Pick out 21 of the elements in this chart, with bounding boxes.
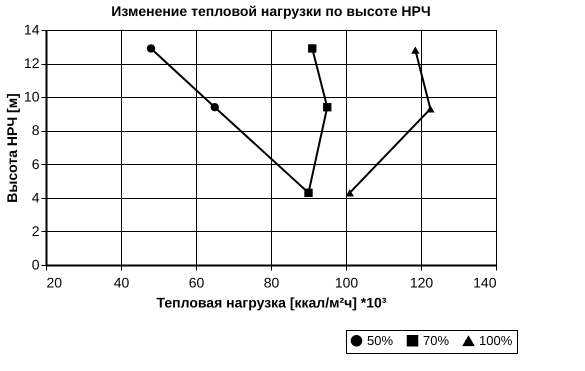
x-tick-label: 140 [473, 274, 497, 290]
chart-title: Изменение тепловой нагрузки по высоте НРЧ [111, 3, 431, 19]
y-tick-label: 8 [32, 122, 40, 138]
x-axis-title: Тепловая нагрузка [ккал/м²ч] *10³ [156, 294, 387, 310]
y-axis-title: Высота НРЧ [м] [4, 93, 20, 203]
y-tick-label: 12 [24, 55, 40, 72]
legend-label: 70% [423, 332, 450, 348]
x-tick-label: 100 [334, 274, 358, 290]
y-tick-label: 2 [32, 222, 40, 239]
y-tick-label: 4 [32, 189, 40, 206]
x-tick-label: 20 [46, 274, 62, 290]
x-tick-label: 80 [264, 274, 280, 290]
y-tick-label: 10 [24, 88, 40, 105]
legend-label: 50% [367, 332, 394, 348]
x-tick-label: 60 [188, 274, 204, 290]
y-tick-label: 14 [24, 22, 40, 38]
x-tick-label: 40 [114, 274, 130, 290]
legend-label: 100% [479, 333, 513, 348]
y-tick-label: 6 [32, 156, 40, 172]
y-tick-label: 0 [32, 256, 40, 272]
x-tick-label: 120 [410, 274, 434, 290]
